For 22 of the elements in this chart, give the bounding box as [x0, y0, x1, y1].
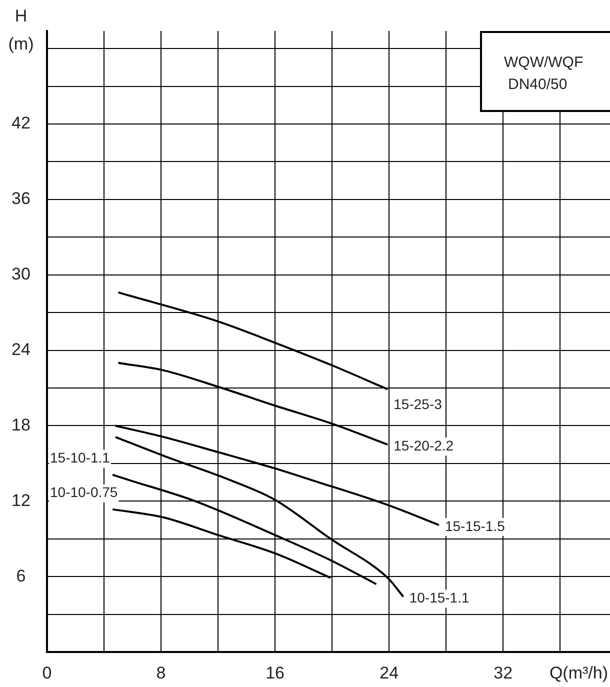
y-tick-label: 18 — [12, 415, 30, 434]
y-tick-label: 6 — [16, 566, 26, 586]
series-label: 10-15-1.1 — [409, 590, 470, 606]
x-axis-title: Q(m³/h) — [549, 664, 608, 683]
y-tick-label: 36 — [12, 189, 30, 208]
series-label: 10-10-0.75 — [50, 484, 118, 500]
x-tick-label: 24 — [380, 664, 399, 683]
annotation: WQW/WQF DN40/50 — [504, 53, 584, 95]
y-tick-label: 24 — [12, 340, 30, 359]
label-box: WQW/WQF DN40/50 — [480, 31, 610, 112]
y-tick-label: 30 — [12, 264, 30, 284]
series-label: 15-20-2.2 — [394, 437, 454, 454]
y-tick-label: 12 — [12, 490, 30, 510]
x-tick-label: 32 — [494, 664, 513, 683]
series-label: 15-15-1.5 — [444, 518, 506, 534]
x-tick-label: 8 — [156, 664, 166, 683]
y-axis-title: H (m) — [8, 6, 34, 54]
x-tick-label: 16 — [266, 664, 285, 683]
x-tick-label: 0 — [42, 664, 52, 683]
y-tick-label: 42 — [12, 114, 30, 133]
series-label: 15-25-3 — [394, 396, 442, 412]
series-label: 15-10-1.1 — [50, 450, 110, 466]
